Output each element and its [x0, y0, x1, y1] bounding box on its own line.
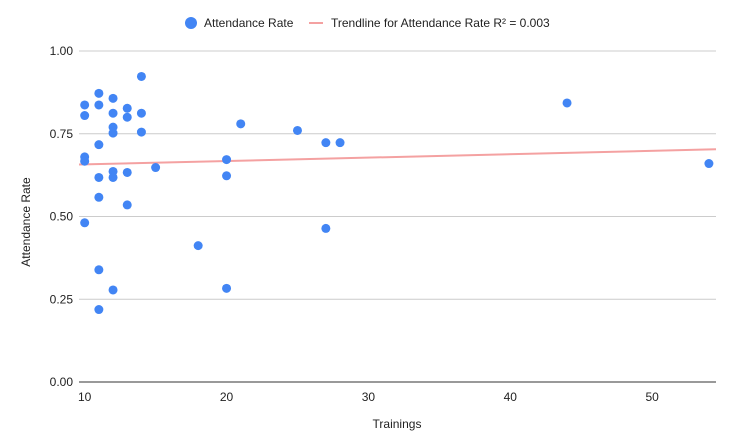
data-point[interactable]: [94, 265, 104, 275]
data-point[interactable]: [94, 172, 104, 182]
data-point[interactable]: [704, 159, 714, 169]
data-point[interactable]: [94, 192, 104, 202]
data-point[interactable]: [321, 138, 331, 148]
x-axis-title: Trainings: [373, 417, 422, 431]
y-tick-label: 1.00: [50, 44, 74, 58]
legend-marker-attendance-rate: [185, 17, 197, 29]
data-point[interactable]: [80, 111, 90, 121]
data-point[interactable]: [222, 171, 232, 181]
data-points: [80, 71, 714, 315]
data-point[interactable]: [222, 155, 232, 165]
data-point[interactable]: [122, 112, 132, 122]
data-point[interactable]: [236, 119, 246, 129]
data-point[interactable]: [80, 156, 90, 166]
y-axis-title: Attendance Rate: [19, 177, 33, 267]
data-point[interactable]: [94, 140, 104, 150]
y-axis-ticks: 0.00 0.25 0.50 0.75 1.00: [50, 44, 74, 389]
trendline-layer: [78, 148, 717, 166]
data-point[interactable]: [94, 100, 104, 110]
gridlines: [79, 50, 716, 383]
legend[interactable]: Attendance Rate Trendline for Attendance…: [185, 16, 550, 30]
x-tick-label: 30: [362, 390, 376, 404]
x-tick-label: 10: [78, 390, 92, 404]
trendline: [78, 148, 717, 166]
data-point[interactable]: [108, 285, 118, 295]
y-tick-label: 0.00: [50, 375, 74, 389]
data-point[interactable]: [335, 138, 345, 148]
data-point[interactable]: [136, 71, 146, 81]
data-point[interactable]: [562, 98, 572, 108]
data-point[interactable]: [108, 172, 118, 182]
data-point[interactable]: [136, 127, 146, 137]
data-point[interactable]: [122, 167, 132, 177]
data-point[interactable]: [136, 108, 146, 118]
y-tick-label: 0.75: [50, 127, 74, 141]
x-axis-ticks: 10 20 30 40 50: [78, 390, 659, 404]
data-point[interactable]: [108, 93, 118, 103]
x-tick-label: 20: [220, 390, 234, 404]
data-point[interactable]: [94, 305, 104, 315]
x-tick-label: 50: [645, 390, 659, 404]
data-point[interactable]: [321, 223, 331, 233]
data-point[interactable]: [108, 108, 118, 118]
x-tick-label: 40: [504, 390, 518, 404]
data-point[interactable]: [193, 241, 203, 251]
y-tick-label: 0.50: [50, 210, 74, 224]
y-tick-label: 0.25: [50, 292, 74, 306]
data-point[interactable]: [108, 128, 118, 138]
data-point[interactable]: [222, 283, 232, 293]
data-point[interactable]: [292, 125, 302, 135]
data-point[interactable]: [122, 103, 132, 113]
data-point[interactable]: [122, 200, 132, 210]
data-point[interactable]: [80, 100, 90, 110]
data-point[interactable]: [94, 88, 104, 98]
legend-label-attendance-rate: Attendance Rate: [204, 16, 294, 30]
data-point[interactable]: [151, 163, 161, 173]
legend-label-trendline: Trendline for Attendance Rate R² = 0.003: [331, 16, 550, 30]
data-point[interactable]: [80, 218, 90, 228]
